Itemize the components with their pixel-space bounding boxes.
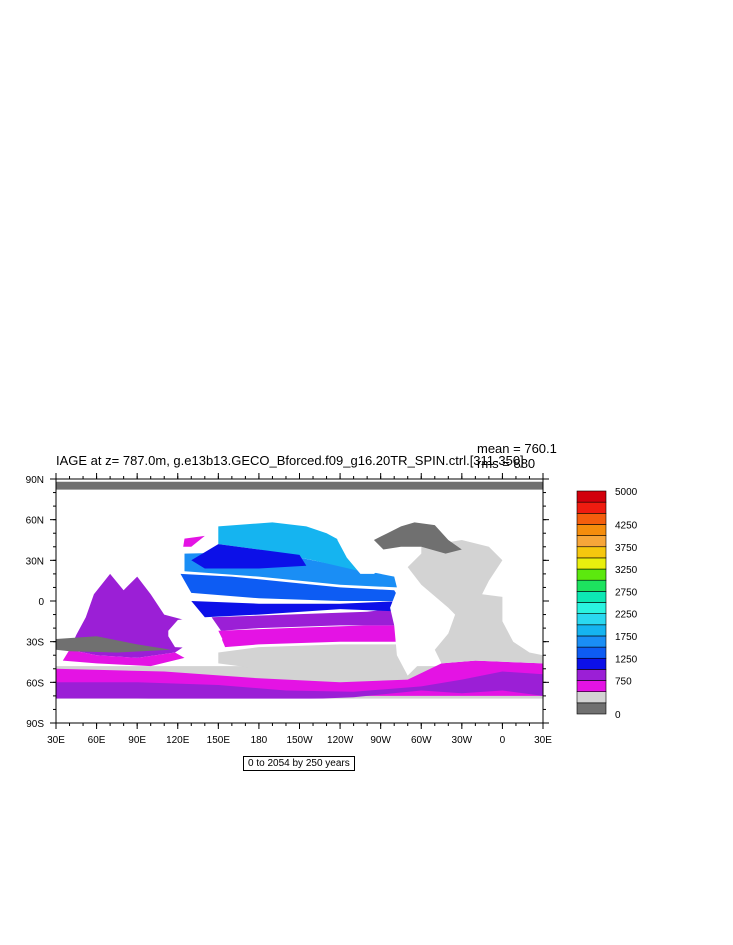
region-equatorial-blue bbox=[191, 601, 408, 618]
x-tick-label: 0 bbox=[500, 735, 506, 746]
colorbar-label: 2750 bbox=[615, 587, 638, 598]
colorbar-label: 1750 bbox=[615, 632, 638, 643]
colorbar-box bbox=[576, 512, 607, 525]
region-north-pacific-blue3 bbox=[218, 522, 361, 572]
x-tick-label: 30E bbox=[534, 735, 552, 746]
greenland-arctic bbox=[421, 489, 543, 527]
region-kuroshio-blue bbox=[191, 544, 307, 569]
x-tick-label: 150E bbox=[207, 735, 231, 746]
x-tick-label: 60W bbox=[411, 735, 432, 746]
colorbar-box bbox=[576, 635, 607, 648]
colorbar-box bbox=[576, 657, 607, 670]
colorbar-label: 3250 bbox=[615, 565, 638, 576]
colorbar-box bbox=[576, 624, 607, 637]
y-tick-label: 30N bbox=[26, 556, 44, 567]
arctic-coast bbox=[56, 489, 543, 496]
region-north-pacific-blue1 bbox=[180, 573, 401, 601]
stat-rms: rms = 880 bbox=[477, 456, 536, 471]
x-tick-label: 90E bbox=[128, 735, 146, 746]
colorbar-box bbox=[576, 646, 607, 659]
colorbar-box bbox=[576, 669, 607, 681]
x-tick-label: 180 bbox=[251, 735, 268, 746]
y-tick-label: 60S bbox=[26, 678, 44, 689]
contour-range-note: 0 to 2054 by 250 years bbox=[243, 756, 355, 771]
x-tick-label: 30W bbox=[452, 735, 473, 746]
colorbar-label: 750 bbox=[615, 677, 632, 688]
region-south-pacific-magenta bbox=[218, 625, 408, 648]
colorbar-box bbox=[576, 613, 607, 626]
axis-ticks: 30E 60E 90E 120E 150E 180 150W 120W 90W 60W 30W 0 30… bbox=[26, 473, 552, 746]
y-tick-label: 30S bbox=[26, 638, 44, 649]
region-south-pacific-grey bbox=[218, 644, 408, 672]
australia bbox=[168, 617, 223, 653]
colorbar-box bbox=[576, 546, 607, 559]
colorbar-box bbox=[576, 602, 607, 614]
region-atlantic-grey bbox=[407, 540, 543, 664]
x-tick-label: 30E bbox=[47, 735, 65, 746]
colorbar-label: 3750 bbox=[615, 543, 638, 554]
antarctica bbox=[56, 698, 543, 723]
colorbar-box bbox=[576, 702, 607, 715]
chart-title: IAGE at z= 787.0m, g.e13b13.GECO_Bforced… bbox=[56, 453, 524, 468]
colorbar-box bbox=[576, 501, 607, 514]
region-indian-darkgrey bbox=[56, 636, 171, 653]
colorbar-box bbox=[576, 691, 607, 704]
x-tick-label: 120E bbox=[166, 735, 190, 746]
colorbar-label: 2250 bbox=[615, 610, 638, 621]
map-field bbox=[56, 479, 543, 723]
x-tick-label: 120W bbox=[327, 735, 354, 746]
y-tick-label: 60N bbox=[26, 516, 44, 527]
x-tick-label: 150W bbox=[286, 735, 313, 746]
colorbar-box bbox=[576, 524, 607, 536]
y-tick-label: 90N bbox=[26, 475, 44, 486]
colorbar-box bbox=[576, 579, 607, 592]
colorbar-box bbox=[576, 568, 607, 581]
colorbar-label: 0 bbox=[615, 710, 621, 721]
colorbar: 0 750 1250 1750 2250 2750 3250 3750 4250 5000 bbox=[576, 487, 638, 721]
colorbar-box bbox=[576, 557, 607, 570]
south-america bbox=[390, 587, 456, 676]
x-tick-label: 90W bbox=[370, 735, 391, 746]
region-indian-magenta bbox=[62, 649, 185, 667]
colorbar-box bbox=[576, 680, 607, 692]
colorbar-label: 5000 bbox=[615, 487, 638, 498]
colorbar-box bbox=[576, 535, 607, 548]
region-japan-sea-magenta bbox=[183, 535, 205, 547]
region-south-pacific-purple bbox=[211, 607, 405, 631]
x-tick-label: 60E bbox=[88, 735, 106, 746]
colorbar-label: 4250 bbox=[615, 521, 638, 532]
region-arctic-darkgrey bbox=[56, 481, 543, 490]
colorbar-label: 1250 bbox=[615, 654, 638, 665]
y-tick-label: 0 bbox=[38, 597, 44, 608]
colorbar-box bbox=[576, 490, 607, 503]
colorbar-box bbox=[576, 591, 607, 603]
region-southern-purple bbox=[56, 671, 543, 702]
stat-mean: mean = 760.1 bbox=[477, 441, 557, 456]
region-north-atlantic-darkgrey bbox=[373, 522, 462, 554]
y-tick-label: 90S bbox=[26, 719, 44, 730]
